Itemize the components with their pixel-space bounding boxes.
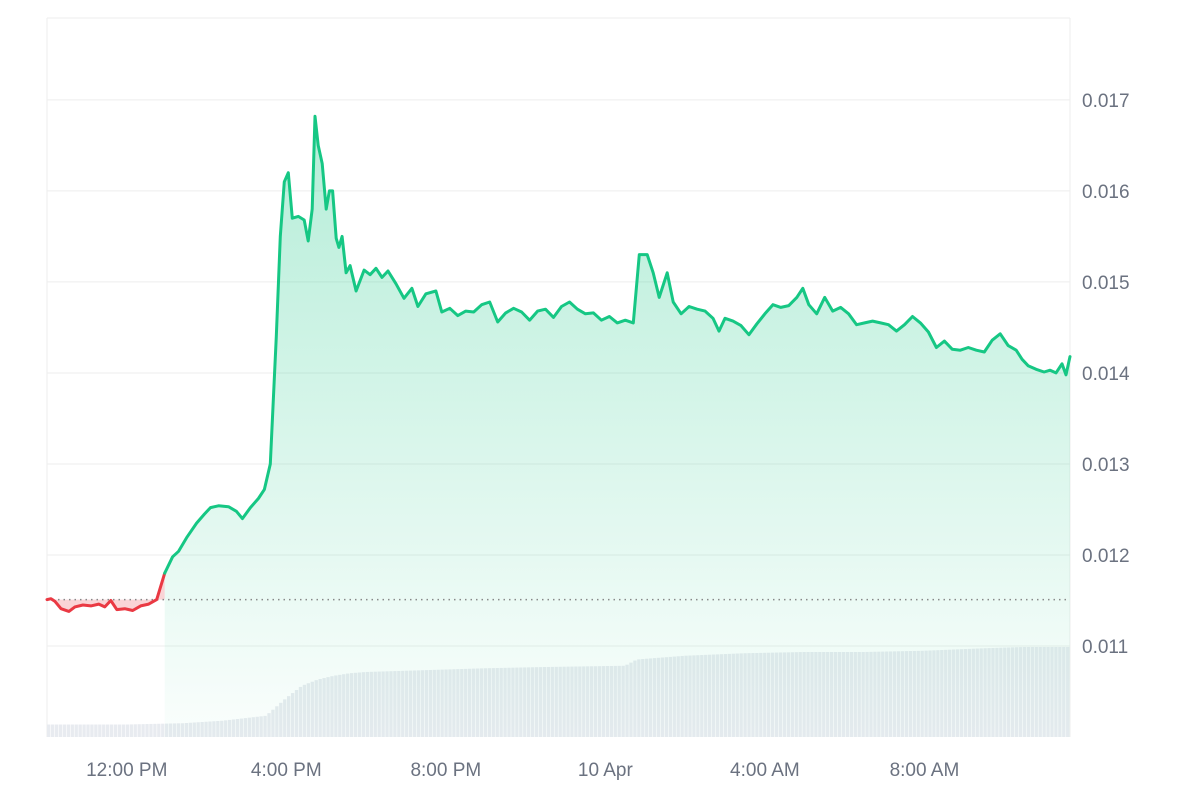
y-tick-label: 0.011 — [1082, 637, 1128, 658]
volume-bar — [58, 724, 63, 737]
y-tick-label: 0.014 — [1082, 364, 1130, 385]
volume-bar — [113, 724, 118, 737]
volume-bar — [141, 724, 145, 737]
price-line — [45, 114, 1072, 613]
x-tick-label: 8:00 AM — [890, 760, 960, 781]
volume-bar — [62, 724, 67, 737]
x-tick-label: 4:00 AM — [730, 760, 800, 781]
x-tick-label: 10 Apr — [578, 760, 634, 781]
volume-bar — [109, 724, 114, 737]
y-tick-label: 0.015 — [1082, 273, 1130, 294]
volume-bar — [86, 724, 90, 737]
x-tick-label: 8:00 PM — [410, 760, 481, 781]
volume-bar — [54, 724, 59, 737]
volume-bar — [70, 724, 74, 737]
y-axis: 0.011 0.012 0.013 0.014 0.015 0.016 0.017 — [1082, 91, 1130, 658]
volume-bar — [117, 724, 122, 737]
x-axis: 12:00 PM 4:00 PM 8:00 PM 10 Apr 4:00 AM 8:00 … — [86, 760, 959, 781]
volume-bar — [129, 724, 133, 737]
volume-bar — [66, 724, 71, 737]
volume-bar — [94, 724, 98, 737]
volume-bar — [90, 724, 94, 737]
price-area — [47, 116, 1070, 738]
volume-bar — [50, 724, 55, 737]
volume-bar — [78, 724, 82, 737]
volume-bar — [149, 723, 153, 737]
price-line-up — [163, 114, 1072, 575]
y-tick-label: 0.016 — [1082, 182, 1130, 203]
x-tick-label: 4:00 PM — [251, 760, 322, 781]
price-line-down — [45, 571, 167, 613]
volume-bar — [161, 723, 165, 737]
volume-bar — [47, 724, 51, 737]
volume-bar — [153, 723, 157, 737]
volume-bar — [106, 724, 110, 737]
volume-bar — [125, 724, 130, 737]
volume-bar — [102, 724, 106, 737]
volume-bar — [145, 724, 149, 737]
above-open-area — [164, 116, 1070, 738]
y-tick-label: 0.017 — [1082, 91, 1130, 112]
below-open-area — [47, 573, 165, 612]
x-tick-label: 12:00 PM — [86, 760, 167, 781]
y-tick-label: 0.013 — [1082, 455, 1130, 476]
volume-bar — [157, 723, 161, 737]
volume-bar — [74, 724, 78, 737]
volume-bar — [98, 724, 102, 737]
y-tick-label: 0.012 — [1082, 546, 1130, 567]
volume-bar — [133, 724, 137, 737]
volume-bar — [82, 724, 86, 737]
volume-bar — [137, 724, 141, 737]
volume-bar — [121, 724, 126, 737]
